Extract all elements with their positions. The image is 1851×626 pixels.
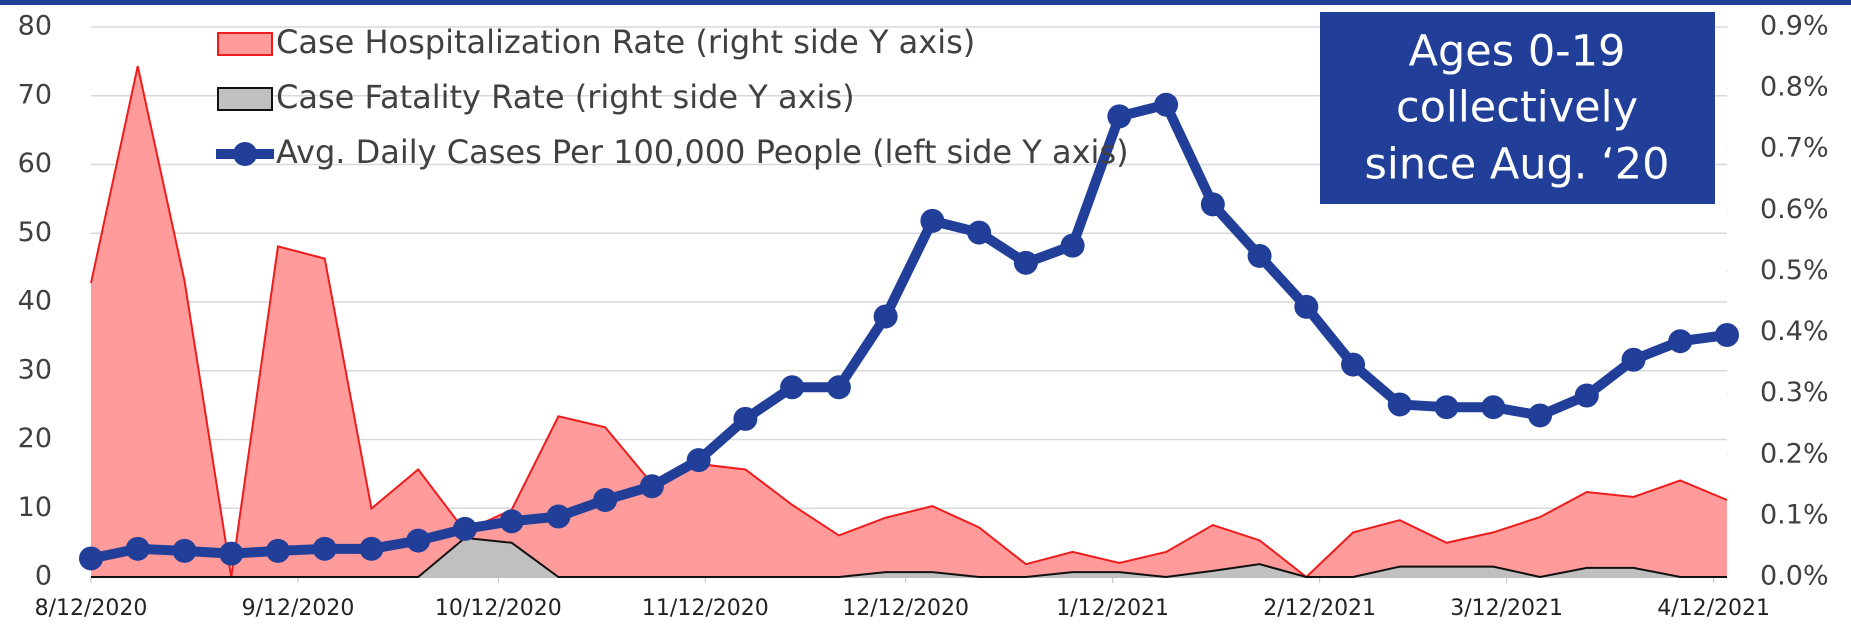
legend-label: Case Hospitalization Rate (right side Y …: [276, 23, 975, 61]
marker: [79, 546, 103, 571]
legend-label: Case Fatality Rate (right side Y axis): [276, 78, 855, 116]
y-tick-label: 50: [18, 217, 52, 248]
marker: [452, 516, 477, 541]
marker: [1247, 243, 1272, 268]
legend-label: Avg. Daily Cases Per 100,000 People (lef…: [276, 133, 1129, 171]
marker: [873, 304, 898, 329]
marker: [1154, 92, 1179, 117]
marker: [1434, 395, 1459, 420]
y-tick-label: 10: [18, 492, 52, 523]
marker: [1668, 329, 1693, 354]
marker: [359, 536, 384, 561]
marker: [920, 208, 945, 233]
y2-tick-label: 0.1%: [1760, 499, 1829, 530]
marker: [1387, 392, 1412, 417]
y-tick-label: 40: [18, 286, 52, 317]
marker: [593, 488, 618, 512]
marker: [219, 541, 244, 566]
x-tick-label: 10/12/2020: [435, 596, 562, 621]
x-tick-label: 2/12/2021: [1263, 596, 1376, 621]
top-bar: [0, 0, 1851, 5]
y-tick-label: 30: [18, 354, 52, 385]
marker: [312, 536, 337, 561]
y-tick-label: 0: [35, 561, 52, 592]
marker: [125, 536, 150, 561]
legend-swatch: [233, 142, 257, 166]
marker: [546, 504, 571, 529]
marker: [1341, 352, 1366, 377]
y2-tick-label: 0.0%: [1760, 561, 1829, 592]
y2-tick-label: 0.9%: [1760, 11, 1829, 42]
marker: [1715, 323, 1739, 347]
area-outline: [90, 65, 1728, 579]
y2-tick-label: 0.2%: [1760, 438, 1829, 469]
marker: [1200, 192, 1225, 217]
annotation: collectively: [1396, 83, 1638, 133]
marker: [1294, 294, 1319, 319]
area: [91, 66, 1727, 577]
y-tick-label: 70: [18, 79, 52, 110]
annotation-box: [1320, 12, 1715, 204]
y2-tick-label: 0.3%: [1760, 377, 1829, 408]
area: [91, 537, 1727, 577]
marker: [967, 220, 992, 245]
y-tick-label: 20: [18, 423, 52, 454]
marker: [1528, 403, 1553, 428]
marker: [826, 375, 851, 400]
marker: [1574, 383, 1599, 408]
x-tick-label: 9/12/2020: [242, 596, 355, 621]
marker: [265, 538, 290, 563]
area-outline: [91, 536, 1727, 579]
marker: [499, 509, 524, 534]
y2-tick-label: 0.6%: [1760, 194, 1829, 225]
x-tick-label: 4/12/2021: [1657, 596, 1770, 621]
marker: [172, 538, 197, 563]
annotation: since Aug. ‘20: [1364, 140, 1669, 190]
x-tick-label: 8/12/2020: [35, 596, 148, 621]
marker: [406, 528, 431, 553]
x-tick-label: 1/12/2021: [1056, 596, 1169, 621]
legend-swatch: [217, 32, 273, 56]
legend-swatch: [217, 87, 273, 111]
x-tick-label: 11/12/2020: [642, 596, 769, 621]
x-tick-label: 3/12/2021: [1450, 596, 1563, 621]
marker: [733, 406, 758, 431]
y-tick-label: 60: [18, 148, 52, 179]
marker: [780, 375, 805, 400]
y2-tick-label: 0.8%: [1760, 72, 1829, 103]
marker: [1060, 233, 1085, 258]
y2-tick-label: 0.4%: [1760, 316, 1829, 347]
marker: [639, 474, 664, 499]
marker: [686, 448, 711, 473]
y2-tick-label: 0.5%: [1760, 255, 1829, 286]
annotation: Ages 0-19: [1409, 27, 1626, 77]
marker: [1013, 250, 1038, 275]
y2-tick-label: 0.7%: [1760, 133, 1829, 164]
x-tick-label: 12/12/2020: [842, 596, 969, 621]
marker: [1107, 104, 1132, 129]
marker: [1621, 347, 1646, 372]
y-tick-label: 80: [18, 11, 52, 42]
marker: [1481, 395, 1506, 420]
